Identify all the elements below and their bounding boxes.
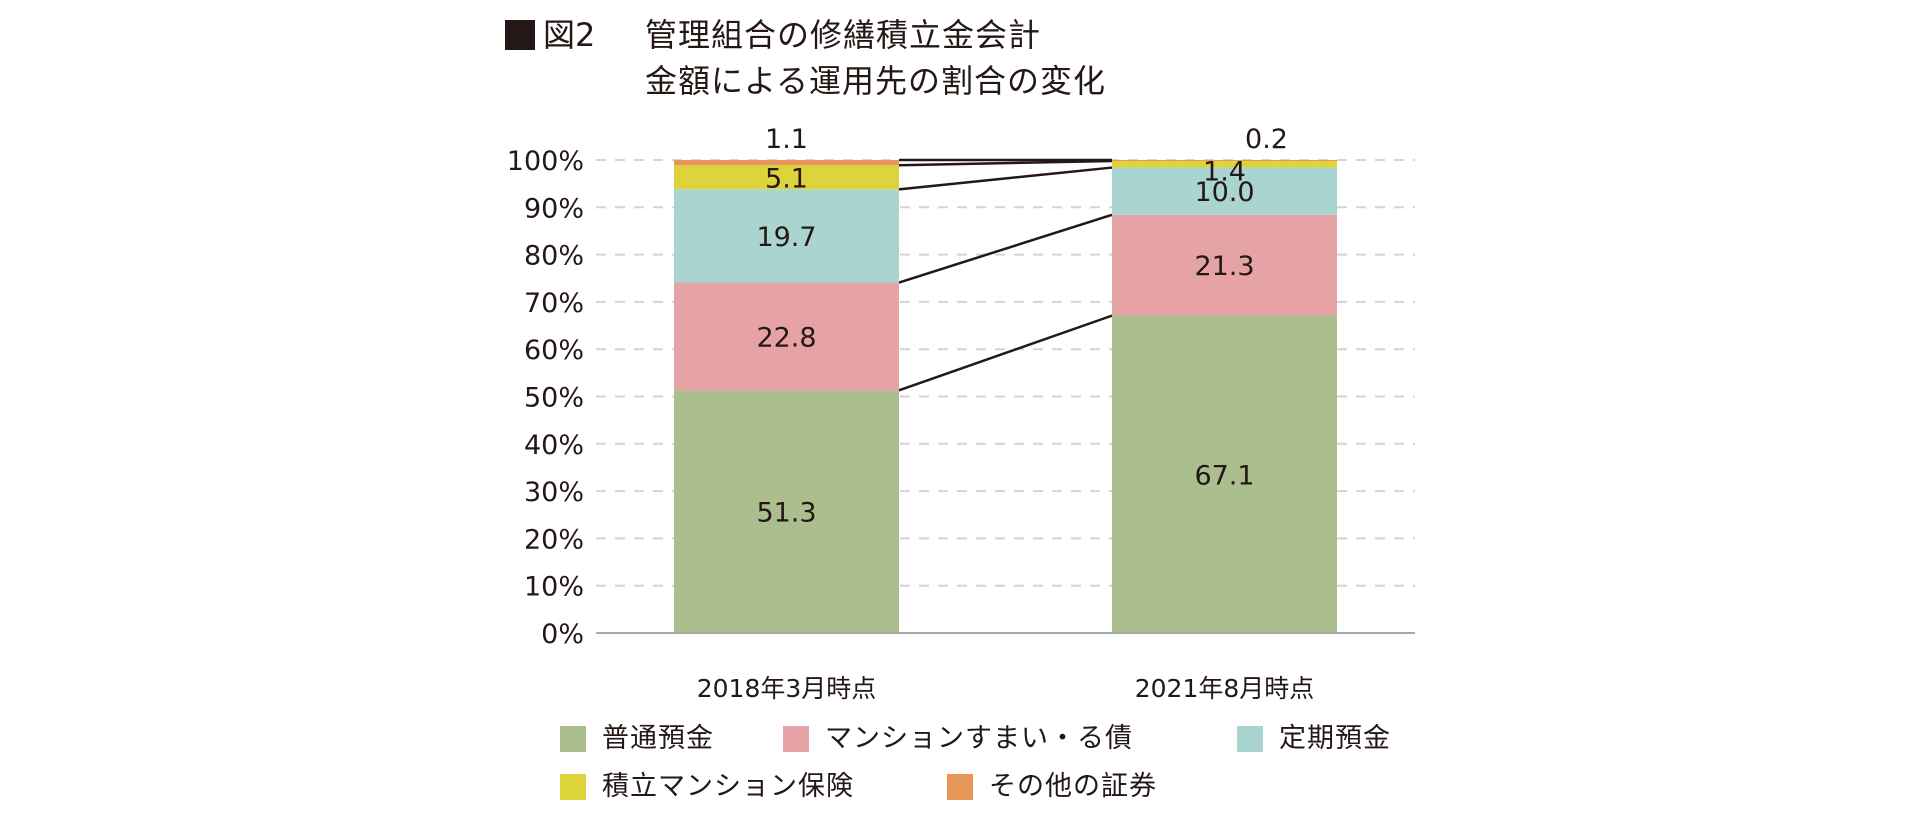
legend-swatch	[947, 774, 973, 800]
y-tick-label: 90%	[524, 193, 584, 224]
data-label: 0.2	[1245, 124, 1288, 155]
bar-segment	[674, 189, 899, 283]
legend-item: その他の証券	[947, 770, 1157, 804]
y-tick-label: 40%	[524, 430, 584, 461]
data-label: 10.0	[1194, 177, 1254, 208]
title-line-2: 金額による運用先の割合の変化	[645, 62, 1107, 100]
bars	[674, 160, 1337, 633]
legend-swatch	[783, 726, 809, 752]
x-axis: 2018年3月時点 2021年8月時点	[596, 632, 1415, 703]
y-tick-label: 70%	[524, 288, 584, 319]
data-label: 1.1	[765, 124, 808, 155]
bar-segment	[1112, 160, 1337, 161]
data-label: 19.7	[756, 222, 816, 253]
connector-line	[898, 213, 1113, 284]
x-category-label: 2018年3月時点	[697, 674, 877, 703]
connector-line	[898, 159, 1113, 167]
bar-segment	[1112, 167, 1337, 215]
data-labels: 51.3 22.8 19.7 5.1 1.1 67.1 21.3 10.01.40.2	[756, 124, 1288, 529]
x-category-label: 2021年8月時点	[1135, 674, 1315, 703]
connector-lines	[898, 158, 1113, 392]
data-label: 1.4	[1203, 156, 1246, 187]
bar-segment	[674, 165, 899, 190]
y-tick-label: 60%	[524, 335, 584, 366]
figure-number: 図2	[543, 16, 596, 54]
legend-item: マンションすまい・る債	[783, 722, 1133, 756]
legend-swatch	[560, 774, 586, 800]
data-label: 5.1	[765, 163, 808, 194]
legend-swatch	[560, 726, 586, 752]
legend-item: 積立マンション保険	[560, 770, 854, 804]
connector-line	[898, 166, 1113, 191]
bar-segment	[674, 282, 899, 391]
bar-segment	[1112, 160, 1337, 168]
legend-item: 定期預金	[1237, 722, 1391, 756]
y-tick-label: 100%	[507, 146, 584, 177]
y-tick-label: 80%	[524, 241, 584, 272]
data-label: 22.8	[756, 322, 816, 353]
title-square-icon	[505, 20, 535, 50]
y-tick-label: 10%	[524, 572, 584, 603]
legend-label: 積立マンション保険	[602, 771, 854, 802]
connector-line	[898, 314, 1113, 392]
legend-swatch	[1237, 726, 1263, 752]
stacked-bar-chart: 0% 10% 20% 30% 40% 50% 60% 70% 80% 90% 100% 51.3 22…	[507, 124, 1415, 703]
y-tick-label: 50%	[524, 383, 584, 414]
y-tick-label: 0%	[541, 619, 584, 650]
y-axis: 0% 10% 20% 30% 40% 50% 60% 70% 80% 90% 100%	[507, 146, 584, 650]
legend-item: 普通預金	[560, 722, 714, 756]
title-line-1: 管理組合の修繕積立金会計	[645, 16, 1042, 54]
bar-segment	[674, 390, 899, 633]
legend-label: 普通預金	[602, 723, 714, 754]
legend-label: その他の証券	[989, 771, 1157, 802]
bar-segment	[674, 160, 899, 166]
bar-segment	[1112, 315, 1337, 633]
data-label: 21.3	[1194, 251, 1254, 282]
data-label: 67.1	[1194, 460, 1254, 491]
y-tick-label: 30%	[524, 477, 584, 508]
data-label: 51.3	[756, 498, 816, 529]
bar-segment	[1112, 214, 1337, 316]
legend-label: 定期預金	[1279, 723, 1391, 754]
legend-label: マンションすまい・る債	[825, 723, 1133, 754]
y-tick-label: 20%	[524, 524, 584, 555]
